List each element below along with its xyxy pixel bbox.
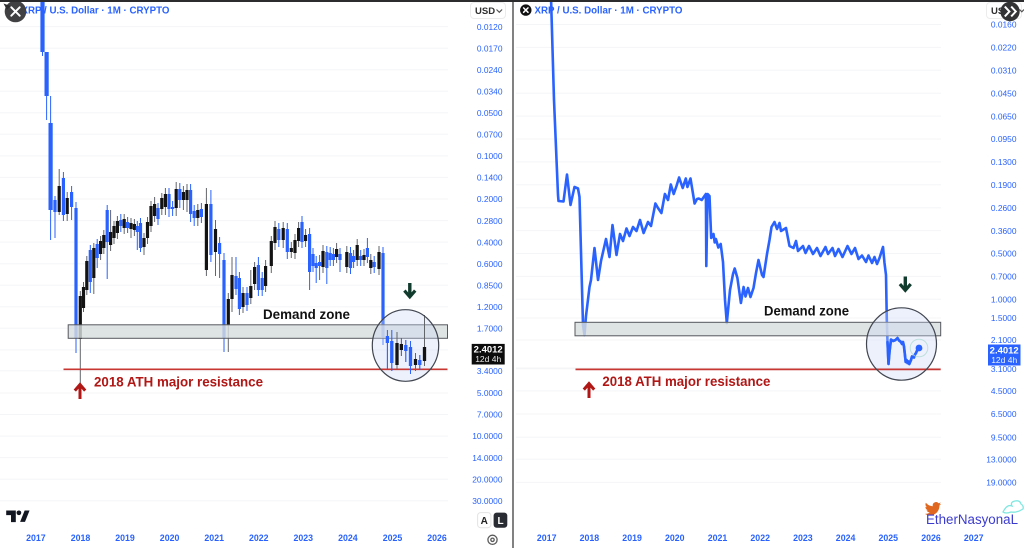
svg-text:2.4012: 2.4012 [990,345,1019,356]
svg-text:13.0000: 13.0000 [986,455,1017,465]
svg-text:12d 4h: 12d 4h [475,354,501,364]
svg-text:USD: USD [475,6,495,17]
svg-text:Demand zone: Demand zone [764,304,849,319]
svg-text:3.1000: 3.1000 [991,364,1017,374]
svg-text:12d 4h: 12d 4h [991,355,1017,365]
svg-text:0.0220: 0.0220 [991,43,1017,53]
svg-text:2025: 2025 [879,533,899,543]
svg-text:Demand zone: Demand zone [263,307,350,322]
svg-text:6.5000: 6.5000 [991,409,1017,419]
svg-text:0.7000: 0.7000 [991,272,1017,282]
svg-text:5.0000: 5.0000 [477,388,503,398]
svg-text:EtherNasyonaL: EtherNasyonaL [926,512,1018,527]
svg-text:4.5000: 4.5000 [991,386,1017,396]
svg-text:2027: 2027 [964,533,984,543]
svg-text:L: L [497,516,503,527]
svg-text:0.0120: 0.0120 [477,22,503,32]
svg-text:0.0310: 0.0310 [991,66,1017,76]
svg-text:0.0450: 0.0450 [991,88,1017,98]
svg-text:1.0000: 1.0000 [991,295,1017,305]
svg-text:2019: 2019 [622,533,642,543]
svg-text:0.3600: 0.3600 [991,226,1017,236]
svg-text:2017: 2017 [26,533,46,543]
svg-text:0.0340: 0.0340 [477,87,503,97]
svg-text:2024: 2024 [836,533,856,543]
svg-text:2018: 2018 [580,533,600,543]
svg-text:1.7000: 1.7000 [477,324,503,334]
svg-text:0.6000: 0.6000 [477,259,503,269]
svg-text:0.2000: 0.2000 [477,194,503,204]
svg-text:0.0650: 0.0650 [991,111,1017,121]
svg-text:30.0000: 30.0000 [472,496,503,506]
svg-text:14.0000: 14.0000 [472,453,503,463]
svg-text:2.4012: 2.4012 [474,345,503,356]
svg-text:0.8500: 0.8500 [477,280,503,290]
svg-text:0.1000: 0.1000 [477,151,503,161]
svg-text:2018 ATH major resistance: 2018 ATH major resistance [94,375,263,390]
svg-text:2017: 2017 [537,533,557,543]
svg-text:2021: 2021 [708,533,728,543]
svg-text:0.0170: 0.0170 [477,43,503,53]
svg-text:0.1300: 0.1300 [991,157,1017,167]
svg-text:2019: 2019 [115,533,135,543]
svg-text:XRP / U.S. Dollar · 1M · CRYPT: XRP / U.S. Dollar · 1M · CRYPTO [535,5,683,17]
svg-text:2024: 2024 [338,533,358,543]
svg-text:2023: 2023 [294,533,314,543]
svg-text:2.1000: 2.1000 [991,335,1017,345]
svg-text:0.0700: 0.0700 [477,130,503,140]
svg-text:10.0000: 10.0000 [472,431,503,441]
svg-text:A: A [481,516,488,527]
svg-text:20.0000: 20.0000 [472,474,503,484]
svg-text:2022: 2022 [750,533,770,543]
svg-text:9.5000: 9.5000 [991,432,1017,442]
svg-text:2022: 2022 [249,533,269,543]
svg-text:0.0240: 0.0240 [477,65,503,75]
svg-text:0.0500: 0.0500 [477,108,503,118]
svg-text:2018: 2018 [71,533,91,543]
svg-text:0.5000: 0.5000 [991,249,1017,259]
svg-text:2026: 2026 [921,533,941,543]
svg-text:19.0000: 19.0000 [986,478,1017,488]
svg-text:2026: 2026 [427,533,447,543]
svg-text:0.1400: 0.1400 [477,173,503,183]
svg-text:3.4000: 3.4000 [477,366,503,376]
svg-text:XRP / U.S. Dollar · 1M · CRYPT: XRP / U.S. Dollar · 1M · CRYPTO [22,5,170,17]
svg-text:2023: 2023 [793,533,813,543]
svg-text:0.0160: 0.0160 [991,20,1017,30]
svg-text:2025: 2025 [383,533,403,543]
svg-text:2020: 2020 [665,533,685,543]
svg-text:7.0000: 7.0000 [477,410,503,420]
svg-text:2018 ATH major resistance: 2018 ATH major resistance [602,374,770,389]
svg-text:2021: 2021 [204,533,224,543]
svg-text:0.4000: 0.4000 [477,237,503,247]
svg-text:2020: 2020 [160,533,180,543]
svg-text:0.1900: 0.1900 [991,180,1017,190]
svg-text:0.2600: 0.2600 [991,203,1017,213]
svg-text:1.2000: 1.2000 [477,302,503,312]
svg-text:1.5000: 1.5000 [991,313,1017,323]
svg-text:0.0950: 0.0950 [991,134,1017,144]
svg-text:0.2800: 0.2800 [477,216,503,226]
